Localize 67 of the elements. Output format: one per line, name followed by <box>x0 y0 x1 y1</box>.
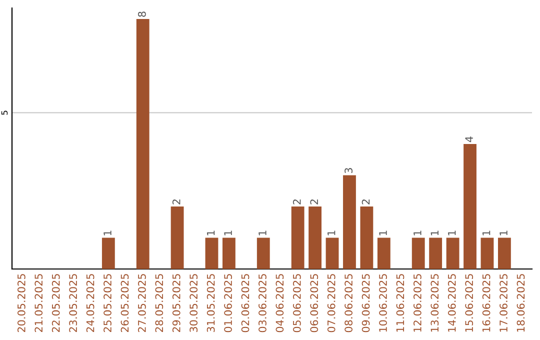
bar <box>256 238 270 269</box>
bar <box>343 175 356 269</box>
data-label: 4 <box>465 136 473 142</box>
x-tick-label: 22.05.2025 <box>52 274 60 332</box>
x-tick-label: 05.06.2025 <box>292 274 301 332</box>
x-tick-label: 13.06.2025 <box>430 274 439 332</box>
bar <box>136 18 150 269</box>
data-label: 1 <box>482 230 490 236</box>
bar <box>205 238 218 269</box>
x-tick-label: 14.06.2025 <box>448 274 456 332</box>
x-tick-label: 31.05.2025 <box>206 274 215 332</box>
data-label: 1 <box>500 230 508 236</box>
bar <box>170 206 184 269</box>
x-tick-label: 27.05.2025 <box>138 274 146 332</box>
data-label: 1 <box>258 230 266 236</box>
x-tick-label: 25.05.2025 <box>104 274 112 332</box>
data-label: 1 <box>207 230 215 236</box>
x-tick-label: 06.06.2025 <box>310 274 318 332</box>
x-tick-label: 07.06.2025 <box>327 274 336 332</box>
x-tick-label: 03.06.2025 <box>258 274 266 332</box>
x-tick-label: 24.05.2025 <box>86 274 94 332</box>
x-tick-label: 26.05.2025 <box>120 274 129 332</box>
x-tick-label: 29.05.2025 <box>172 274 180 332</box>
x-tick-label: 16.06.2025 <box>482 274 490 332</box>
x-tick-label: 18.06.2025 <box>516 274 525 332</box>
bar <box>326 238 339 269</box>
x-tick-label: 17.06.2025 <box>500 274 508 332</box>
x-tick-label: 09.06.2025 <box>362 274 370 332</box>
x-tick-label: 28.05.2025 <box>155 274 164 332</box>
bar <box>222 238 236 269</box>
data-label: 2 <box>362 200 370 204</box>
x-tick-label: 30.05.2025 <box>190 274 198 332</box>
bar <box>498 238 511 269</box>
x-tick-label: 01.06.2025 <box>224 274 232 332</box>
bar <box>429 238 442 269</box>
data-label: 3 <box>344 168 353 174</box>
bar <box>480 238 494 269</box>
data-label: 2 <box>292 200 301 204</box>
x-tick-label: 12.06.2025 <box>414 274 422 332</box>
bar <box>291 206 304 269</box>
x-tick-label: 10.06.2025 <box>379 274 387 332</box>
bar <box>446 238 460 269</box>
data-label: 8 <box>138 12 146 17</box>
y-tick-label: 5 <box>1 110 8 115</box>
data-label: 1 <box>224 230 232 236</box>
data-label: 1 <box>328 230 336 236</box>
x-tick-label: 02.06.2025 <box>241 274 250 332</box>
data-label: 2 <box>172 200 180 204</box>
bar <box>464 144 476 269</box>
data-label: 1 <box>448 230 456 236</box>
data-label: 1 <box>104 230 112 236</box>
x-tick-label: 23.05.2025 <box>69 274 78 332</box>
bar <box>308 206 322 269</box>
data-label: 2 <box>310 200 318 204</box>
data-label: 1 <box>430 230 438 236</box>
bar <box>377 238 390 269</box>
data-label: 1 <box>379 230 387 236</box>
data-label: 1 <box>414 230 422 236</box>
x-tick-label: 11.06.2025 <box>396 274 404 332</box>
x-tick-label: 04.06.2025 <box>276 274 284 332</box>
bar <box>360 206 374 269</box>
x-tick-label: 20.05.2025 <box>17 274 26 332</box>
bar <box>102 238 115 269</box>
x-tick-label: 21.05.2025 <box>34 274 43 332</box>
bar <box>412 238 425 269</box>
x-tick-label: 08.06.2025 <box>344 274 353 332</box>
x-tick-label: 15.06.2025 <box>465 274 474 332</box>
